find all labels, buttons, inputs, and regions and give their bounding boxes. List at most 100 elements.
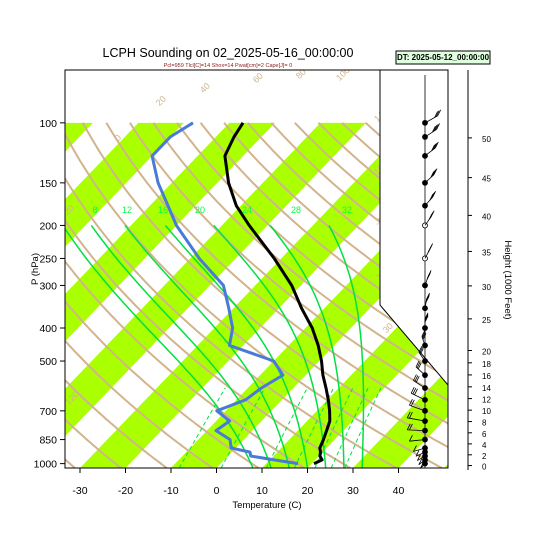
wind-barb-flag bbox=[430, 171, 435, 178]
height-tick-label: 30 bbox=[482, 283, 491, 292]
moist-adiabat bbox=[65, 227, 254, 468]
wind-barb-flag bbox=[412, 387, 417, 395]
wind-barb-flag bbox=[428, 213, 433, 220]
x-tick-label: 40 bbox=[393, 485, 405, 497]
wind-barb-flag bbox=[432, 125, 436, 133]
dry-adiabat bbox=[65, 299, 260, 468]
wind-barb-flag bbox=[410, 387, 415, 394]
wind-barb-flag bbox=[414, 375, 419, 382]
height-tick-label: 2 bbox=[482, 452, 487, 461]
wind-barb-flag bbox=[418, 458, 423, 465]
wind-barb-flag bbox=[415, 450, 420, 457]
wind-barb-flag bbox=[418, 346, 423, 353]
height-tick-label: 4 bbox=[482, 441, 487, 450]
height-tick-label: 12 bbox=[482, 396, 491, 405]
height-tick-label: 40 bbox=[482, 212, 491, 221]
p-tick-label: 200 bbox=[39, 220, 57, 232]
wind-barb-flag bbox=[434, 111, 439, 118]
moist-adiabat bbox=[269, 224, 345, 468]
x-tick-label: 0 bbox=[214, 485, 220, 497]
datetime-label: DT: 2025-05-12_00:00:00 bbox=[397, 53, 490, 62]
dry-adiabat bbox=[105, 122, 448, 425]
p-tick-label: 700 bbox=[39, 406, 57, 418]
dry-adiabat bbox=[176, 122, 448, 357]
wind-barb-staff bbox=[418, 352, 426, 362]
wind-barb-staff bbox=[413, 380, 426, 389]
wind-barb-staff bbox=[418, 459, 426, 465]
wind-barb-flag bbox=[419, 348, 424, 355]
height-tick-label: 0 bbox=[482, 463, 487, 472]
dry-adiabat bbox=[129, 122, 448, 402]
mixing-ratio-line bbox=[314, 387, 354, 468]
wind-barb-flag bbox=[415, 360, 420, 368]
mixing-ratio-line bbox=[344, 387, 382, 468]
dry-adiabat bbox=[65, 378, 168, 468]
wind-barb-staff bbox=[411, 392, 426, 401]
wind-barb-panel bbox=[406, 75, 442, 469]
wind-barb-flag bbox=[432, 143, 437, 151]
wind-barb-staff bbox=[413, 447, 426, 452]
dry-adiabat bbox=[65, 176, 397, 468]
isotherm-band bbox=[65, 122, 366, 437]
x-tick-label: -20 bbox=[118, 485, 133, 497]
dry-adiabat bbox=[0, 123, 29, 468]
wind-barb-staff bbox=[409, 439, 426, 442]
mixing-ratio-line bbox=[293, 387, 334, 468]
wind-barb-staff bbox=[407, 429, 426, 431]
wind-barb-flag bbox=[409, 399, 413, 406]
p-tick-label: 850 bbox=[39, 435, 57, 447]
dry-adiabat-label: 0 bbox=[113, 133, 124, 144]
wind-barb-flag bbox=[422, 332, 426, 339]
height-tick-label: 18 bbox=[482, 360, 491, 369]
p-tick-label: 1000 bbox=[34, 459, 58, 471]
p-tick-label: 250 bbox=[39, 253, 57, 265]
wind-barb-staff bbox=[409, 404, 426, 412]
wind-barb-flag bbox=[424, 314, 429, 322]
wind-barb-flag bbox=[427, 246, 432, 253]
wind-barb-flag bbox=[406, 423, 411, 431]
mixing-ratio-label: 8 bbox=[92, 205, 97, 215]
x-axis-label: Temperature (C) bbox=[232, 500, 301, 511]
wind-barb-flag bbox=[437, 109, 442, 116]
mixing-ratio-label: 16 bbox=[158, 205, 168, 215]
dry-adiabat bbox=[531, 123, 540, 468]
p-tick-label: 500 bbox=[39, 356, 57, 368]
wind-barb-flag bbox=[406, 411, 411, 418]
wind-barb-flag bbox=[417, 454, 421, 461]
dry-adiabat-label: 40 bbox=[198, 81, 212, 95]
wind-barb-staff bbox=[424, 115, 438, 124]
wind-barb-staff bbox=[417, 455, 426, 461]
moist-adiabat bbox=[124, 224, 291, 468]
p-tick-label: 300 bbox=[39, 280, 57, 292]
wind-barb-flag bbox=[424, 312, 429, 319]
temperature-line bbox=[223, 121, 332, 465]
height-tick-label: 50 bbox=[482, 135, 491, 144]
wind-barb-flag bbox=[424, 313, 429, 321]
mixing-ratio-label: 28 bbox=[291, 205, 301, 215]
x-tick-label: -30 bbox=[72, 485, 87, 497]
mixing-ratio-line bbox=[220, 387, 266, 468]
moist-adiabat bbox=[90, 224, 272, 468]
dry-adiabat-label: -20 bbox=[60, 203, 76, 219]
isotherm-band bbox=[0, 123, 2, 468]
chart-subtitle: Pcl=959 Tlcl[C]=14 Shox=14 Pwat[cm]=2 Ca… bbox=[164, 63, 292, 69]
isotherm-band bbox=[444, 463, 448, 468]
mixing-ratio-label: 12 bbox=[122, 205, 132, 215]
datetime-box bbox=[395, 50, 491, 65]
height-tick-label: 10 bbox=[482, 407, 491, 416]
x-tick-label: 30 bbox=[347, 485, 359, 497]
wind-barb-flag bbox=[431, 144, 435, 151]
plot-frame bbox=[64, 69, 449, 469]
dry-adiabat bbox=[199, 122, 448, 335]
wind-barb-flag bbox=[409, 423, 413, 431]
mixing-ratio-line bbox=[265, 387, 308, 468]
height-tick-label: 16 bbox=[482, 372, 491, 381]
mixing-ratio-label: 24 bbox=[242, 205, 252, 215]
wind-barb-flag bbox=[414, 388, 418, 396]
x-tick-label: -10 bbox=[163, 485, 178, 497]
wind-barb-staff bbox=[407, 417, 426, 422]
p-tick-label: 150 bbox=[39, 178, 57, 190]
dry-adiabat bbox=[65, 458, 76, 468]
wind-barb-flag bbox=[409, 412, 413, 419]
wind-barb-flag bbox=[413, 374, 417, 381]
